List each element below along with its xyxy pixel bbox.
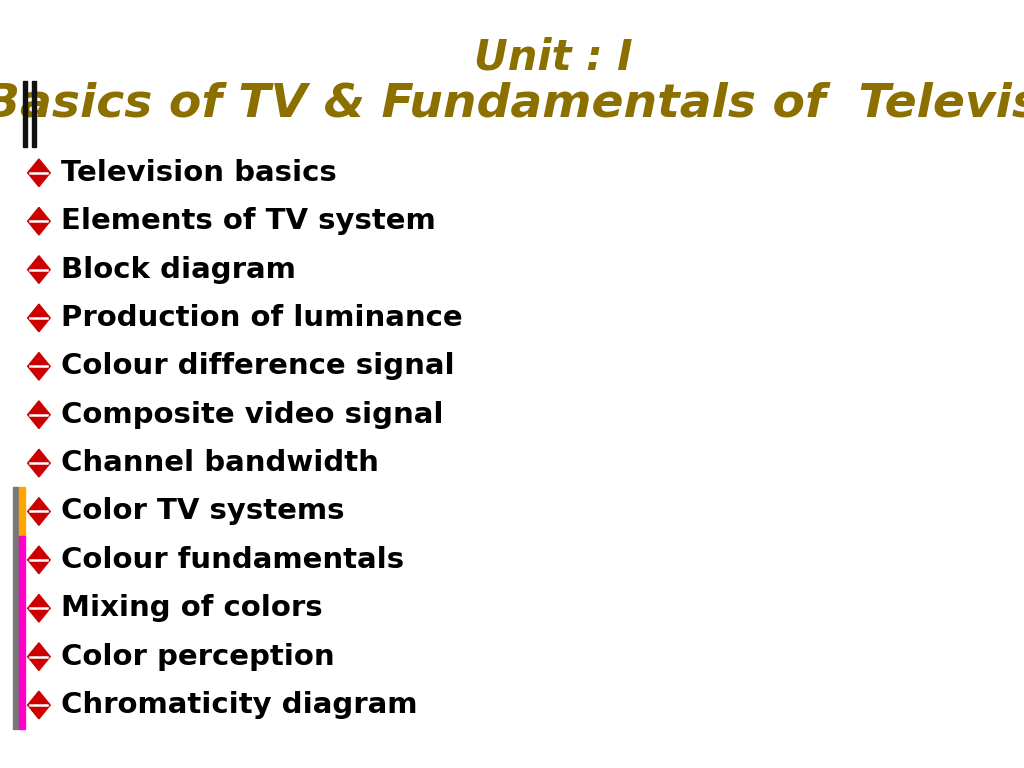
Polygon shape: [28, 691, 50, 719]
Text: Production of luminance: Production of luminance: [61, 304, 463, 332]
Polygon shape: [28, 353, 50, 380]
Text: Basics of TV & Fundamentals of  Television: Basics of TV & Fundamentals of Televisio…: [0, 81, 1024, 126]
Polygon shape: [28, 449, 50, 477]
Text: Color TV systems: Color TV systems: [61, 498, 345, 525]
Text: Colour difference signal: Colour difference signal: [61, 353, 455, 380]
Text: Unit : I: Unit : I: [474, 37, 632, 78]
Bar: [19, 487, 25, 536]
Text: Mixing of colors: Mixing of colors: [61, 594, 323, 622]
Text: Television basics: Television basics: [61, 159, 337, 187]
Polygon shape: [28, 498, 50, 525]
Polygon shape: [28, 401, 50, 429]
Text: Block diagram: Block diagram: [61, 256, 296, 283]
Bar: [23, 81, 27, 147]
Bar: [32, 81, 36, 147]
Polygon shape: [28, 643, 50, 670]
Polygon shape: [28, 304, 50, 332]
Polygon shape: [28, 159, 50, 187]
Polygon shape: [28, 594, 50, 622]
Text: Composite video signal: Composite video signal: [61, 401, 444, 429]
Bar: [19, 536, 25, 730]
Bar: [13, 487, 18, 730]
Text: Elements of TV system: Elements of TV system: [61, 207, 436, 235]
Text: Color perception: Color perception: [61, 643, 335, 670]
Text: Colour fundamentals: Colour fundamentals: [61, 546, 404, 574]
Text: Channel bandwidth: Channel bandwidth: [61, 449, 379, 477]
Polygon shape: [28, 256, 50, 283]
Polygon shape: [28, 207, 50, 235]
Text: Chromaticity diagram: Chromaticity diagram: [61, 691, 418, 719]
Polygon shape: [28, 546, 50, 574]
